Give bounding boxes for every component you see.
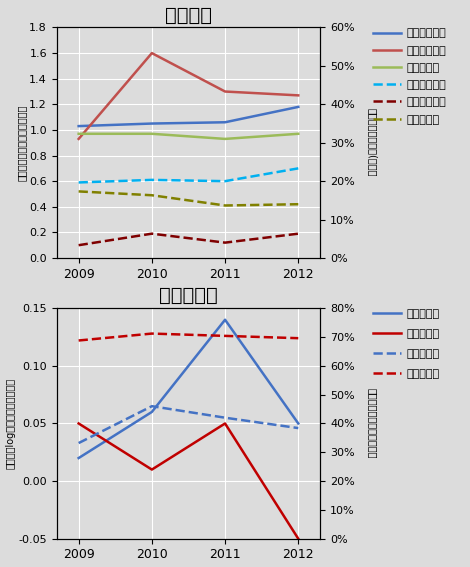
ハクビシン — [149, 466, 155, 473]
Y-axis label: 個体数（log相対変化率：実線）: 個体数（log相対変化率：実線） — [6, 378, 16, 469]
Line: アライグマ: アライグマ — [78, 320, 298, 458]
アライグマ — [296, 425, 301, 431]
Y-axis label: 確認サイトの比率(点線）: 確認サイトの比率(点線） — [367, 108, 377, 177]
ガビチョウ類 — [149, 176, 155, 183]
Legend: ガビチョウ類, ソウシチョウ, コジュケイ, ガビチョウ類, ソウシチョウ, コジュケイ: ガビチョウ類, ソウシチョウ, コジュケイ, ガビチョウ類, ソウシチョウ, コ… — [373, 28, 446, 125]
ガビチョウ類 — [222, 119, 228, 126]
アライグマ — [222, 316, 228, 323]
Legend: アライグマ, ハクビシン, アライグマ, ハクビシン: アライグマ, ハクビシン, アライグマ, ハクビシン — [373, 309, 440, 379]
Y-axis label: 個体数（相対変化率：実線）: 個体数（相対変化率：実線） — [16, 104, 26, 181]
Line: ハクビシン: ハクビシン — [78, 333, 298, 341]
ソウシチョウ — [149, 50, 155, 57]
Line: コジュケイ: コジュケイ — [78, 192, 298, 205]
ハクビシン — [149, 330, 155, 337]
ソウシチョウ — [222, 88, 228, 95]
ソウシチョウ — [296, 230, 301, 237]
コジュケイ — [76, 188, 81, 195]
アライグマ — [296, 420, 301, 427]
ハクビシン — [296, 535, 301, 542]
ガビチョウ類 — [296, 104, 301, 111]
ガビチョウ類 — [296, 165, 301, 172]
アライグマ — [76, 439, 81, 446]
ハクビシン — [76, 337, 81, 344]
Line: ソウシチョウ: ソウシチョウ — [78, 53, 298, 139]
ハクビシン — [296, 335, 301, 341]
ハクビシン — [76, 420, 81, 427]
ガビチョウ類 — [149, 120, 155, 127]
ガビチョウ類 — [76, 122, 81, 129]
Line: アライグマ: アライグマ — [78, 406, 298, 443]
コジュケイ — [296, 130, 301, 137]
ソウシチョウ — [76, 136, 81, 142]
ソウシチョウ — [222, 239, 228, 246]
Title: 外来鳥類: 外来鳥類 — [165, 6, 212, 24]
コジュケイ — [222, 202, 228, 209]
コジュケイ — [149, 130, 155, 137]
アライグマ — [76, 455, 81, 462]
アライグマ — [149, 403, 155, 409]
アライグマ — [149, 409, 155, 416]
アライグマ — [222, 414, 228, 421]
ハクビシン — [222, 420, 228, 427]
コジュケイ — [76, 130, 81, 137]
ソウシチョウ — [149, 230, 155, 237]
ハクビシン — [222, 332, 228, 339]
ソウシチョウ — [296, 92, 301, 99]
Line: ガビチョウ類: ガビチョウ類 — [78, 107, 298, 126]
コジュケイ — [149, 192, 155, 198]
コジュケイ — [222, 136, 228, 142]
Line: ハクビシン: ハクビシン — [78, 424, 298, 539]
ガビチョウ類 — [76, 179, 81, 186]
Y-axis label: 確認サイトの比率（点線）: 確認サイトの比率（点線） — [367, 388, 377, 459]
Line: ガビチョウ類: ガビチョウ類 — [78, 168, 298, 183]
Line: コジュケイ: コジュケイ — [78, 134, 298, 139]
ソウシチョウ — [76, 242, 81, 248]
Title: 外来哺乳類: 外来哺乳類 — [159, 286, 218, 305]
Line: ソウシチョウ: ソウシチョウ — [78, 234, 298, 245]
コジュケイ — [296, 201, 301, 208]
ガビチョウ類 — [222, 178, 228, 185]
